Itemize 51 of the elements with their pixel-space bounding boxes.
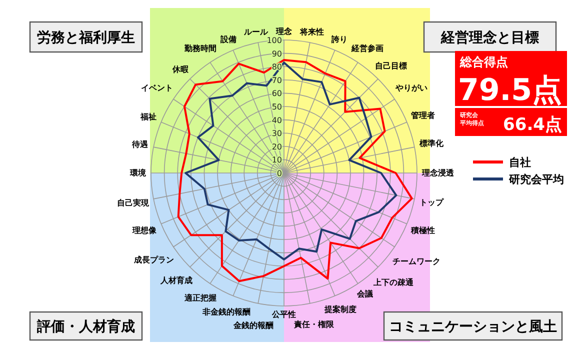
spoke-label: ルール — [242, 27, 269, 36]
y-tick-label: 50 — [272, 102, 282, 112]
spoke-label: 管理者 — [410, 110, 435, 120]
spoke-label: 理念浸透 — [421, 168, 455, 178]
text: 評価・人材育成 — [36, 318, 135, 335]
text: 66.4点 — [503, 115, 562, 135]
y-tick-label: 70 — [272, 76, 282, 85]
spoke-label: 勤務時間 — [184, 44, 217, 53]
y-tick-label: 30 — [272, 129, 282, 138]
y-tick-label: 10 — [272, 156, 282, 165]
text: 79.5点 — [458, 73, 562, 108]
spoke-label: 将来性 — [299, 27, 324, 36]
spoke-label: トップ — [419, 198, 444, 207]
spoke-label: 金銭的報酬 — [232, 320, 274, 330]
spoke-label: 理念 — [275, 27, 293, 36]
y-tick-label: 0 — [276, 169, 282, 178]
spoke-label: 非金銭的報酬 — [201, 308, 250, 317]
spoke-label: 責任・権限 — [293, 320, 336, 330]
spoke-label: 理想像 — [132, 226, 158, 236]
spoke-label: チームワーク — [392, 257, 441, 266]
spoke-label: 誇り — [330, 35, 348, 44]
spoke-label: 福祉 — [140, 112, 157, 122]
spoke-label: 適正把握 — [183, 292, 216, 302]
spoke-label: 環境 — [129, 168, 147, 178]
spoke-label: 提案制度 — [324, 304, 357, 314]
y-tick-label: 90 — [272, 49, 282, 58]
spoke-label: 自己目標 — [375, 61, 408, 70]
spoke-label: やりがい — [394, 83, 428, 92]
y-tick-label: 100 — [266, 36, 282, 45]
spoke-label: 設備 — [220, 35, 237, 44]
spoke-label: 上下の疎通 — [372, 278, 415, 288]
text: 労務と福利厚生 — [37, 29, 135, 46]
spoke-label: 会議 — [356, 289, 373, 298]
spoke-label: 自己実現 — [116, 198, 150, 208]
spoke-label: 人材育成 — [159, 275, 192, 286]
legend-label: 研究会平均 — [508, 173, 564, 186]
spoke-label: 経営参画 — [350, 44, 384, 53]
text: 経営理念と目標 — [440, 30, 539, 46]
spoke-label: イベント — [140, 84, 173, 93]
y-tick-label: 40 — [272, 116, 282, 125]
spoke-label: 休暇 — [171, 64, 190, 74]
spoke-label: 標準化 — [418, 139, 445, 148]
spoke-label: 待遇 — [131, 140, 150, 149]
y-tick-label: 60 — [272, 89, 282, 98]
legend-label: 自社 — [509, 156, 531, 169]
text: 総合得点 — [459, 55, 508, 69]
spoke-label: 積極性 — [410, 226, 435, 236]
spoke-label: 成長プラン — [132, 255, 174, 264]
text: コミュニケーションと風土 — [389, 319, 557, 335]
y-tick-label: 20 — [272, 142, 282, 152]
spoke-label: 公平性 — [271, 310, 296, 319]
